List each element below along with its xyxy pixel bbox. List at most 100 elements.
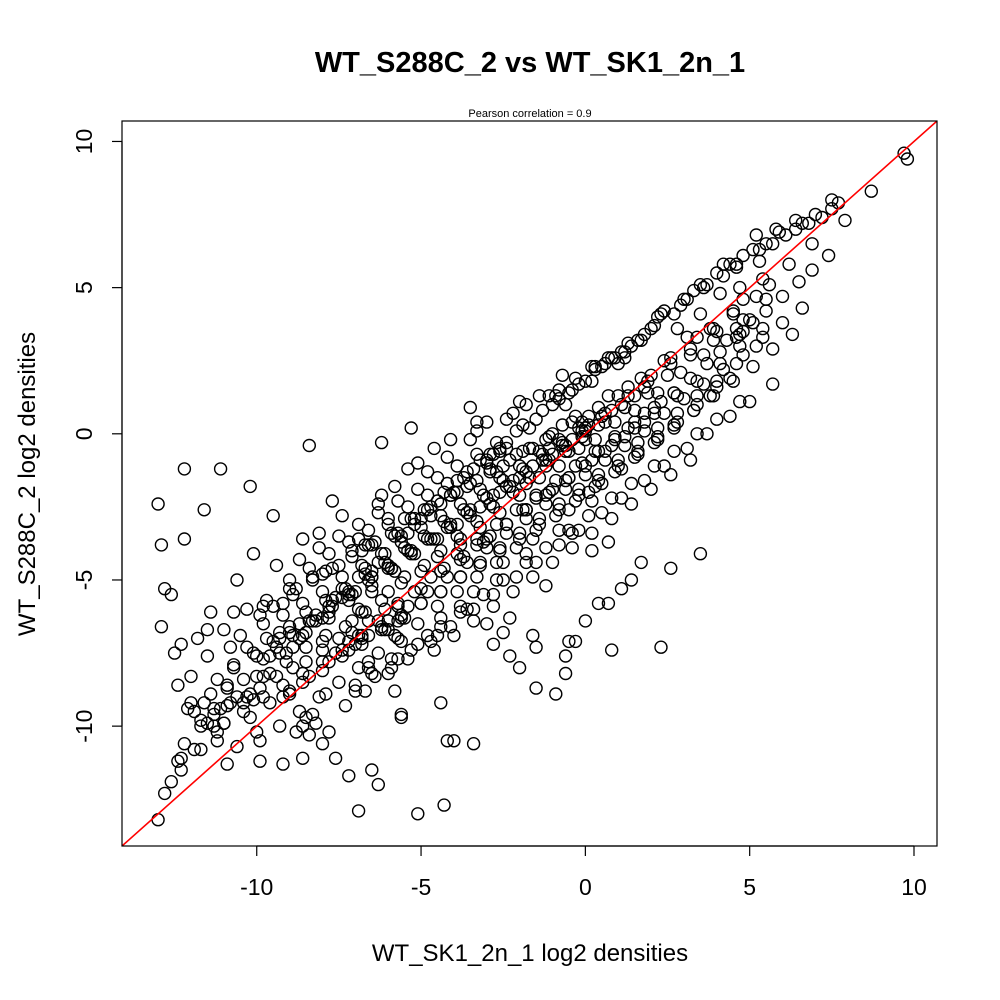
data-point (322, 547, 336, 561)
data-point (647, 459, 662, 473)
data-point (519, 511, 533, 526)
data-point (542, 389, 556, 403)
data-point (529, 681, 543, 695)
data-point (480, 617, 494, 631)
data-point (526, 459, 540, 473)
data-point (466, 614, 481, 628)
data-point (256, 690, 270, 704)
data-point (394, 707, 408, 722)
data-point (710, 380, 724, 394)
data-point (246, 547, 261, 561)
data-point (355, 558, 369, 573)
data-point (240, 602, 254, 616)
data-point (171, 754, 185, 768)
data-point (585, 494, 599, 508)
data-point (470, 415, 484, 429)
data-point (266, 509, 280, 523)
data-point (378, 602, 392, 616)
data-point (368, 535, 382, 549)
data-point (562, 503, 576, 517)
data-point (532, 389, 547, 403)
x-axis: -10 -5 0 5 10 (240, 845, 927, 900)
data-point (440, 450, 454, 464)
data-point (772, 225, 786, 239)
data-point (371, 497, 385, 511)
data-point (516, 418, 530, 432)
data-point (371, 777, 385, 792)
data-point (348, 684, 362, 698)
data-point (591, 444, 606, 458)
data-point (460, 465, 474, 479)
data-point (355, 628, 369, 643)
data-point (601, 535, 616, 549)
data-point (516, 444, 530, 458)
data-point (164, 587, 179, 602)
data-point (499, 526, 514, 540)
data-point (203, 605, 218, 619)
data-point (177, 737, 192, 751)
data-point (401, 544, 415, 558)
data-point (443, 517, 458, 532)
data-point (381, 517, 395, 532)
data-point (700, 427, 714, 441)
data-point (700, 356, 714, 371)
x-tick-label: -10 (240, 874, 273, 900)
data-point (315, 585, 330, 599)
data-point (253, 734, 267, 748)
data-point (384, 652, 399, 666)
data-point (305, 573, 320, 587)
data-point (203, 687, 218, 701)
data-point (322, 725, 336, 739)
data-point (200, 623, 215, 637)
data-point (733, 327, 747, 342)
data-point (598, 406, 612, 420)
data-point (552, 459, 566, 473)
data-point (588, 444, 602, 458)
data-point (519, 397, 533, 412)
data-point (503, 649, 517, 663)
data-point (562, 386, 576, 400)
data-point (486, 500, 501, 514)
data-point (374, 488, 389, 502)
data-point (568, 459, 583, 473)
data-point (384, 661, 399, 675)
data-point (309, 614, 323, 628)
data-point (447, 628, 461, 643)
data-point (391, 614, 405, 628)
data-point (706, 389, 721, 403)
data-point (273, 719, 287, 733)
data-point (355, 605, 369, 619)
data-point (223, 640, 238, 654)
data-point (453, 497, 468, 511)
data-point (226, 661, 241, 675)
data-point (335, 509, 349, 523)
data-point (493, 444, 507, 458)
data-point (637, 424, 652, 438)
data-point (568, 371, 583, 385)
data-point (605, 511, 619, 526)
data-point (723, 409, 737, 423)
data-point (427, 441, 441, 456)
data-point (670, 321, 685, 336)
data-point (864, 184, 878, 198)
data-point (595, 359, 609, 374)
data-point (634, 555, 648, 570)
data-point (480, 532, 494, 546)
data-point (325, 561, 339, 575)
data-point (614, 491, 629, 505)
data-point (292, 552, 307, 567)
data-point (595, 506, 609, 520)
x-tick-label: -5 (411, 874, 431, 900)
data-point (473, 558, 487, 573)
data-point (529, 488, 543, 502)
data-point (299, 605, 313, 619)
data-point (342, 593, 356, 608)
data-point (746, 359, 760, 374)
data-point (240, 640, 254, 654)
data-point (351, 628, 366, 643)
data-point (154, 538, 169, 552)
data-point (522, 421, 537, 435)
data-point (651, 386, 665, 400)
data-point (273, 631, 287, 646)
data-point (282, 687, 297, 701)
